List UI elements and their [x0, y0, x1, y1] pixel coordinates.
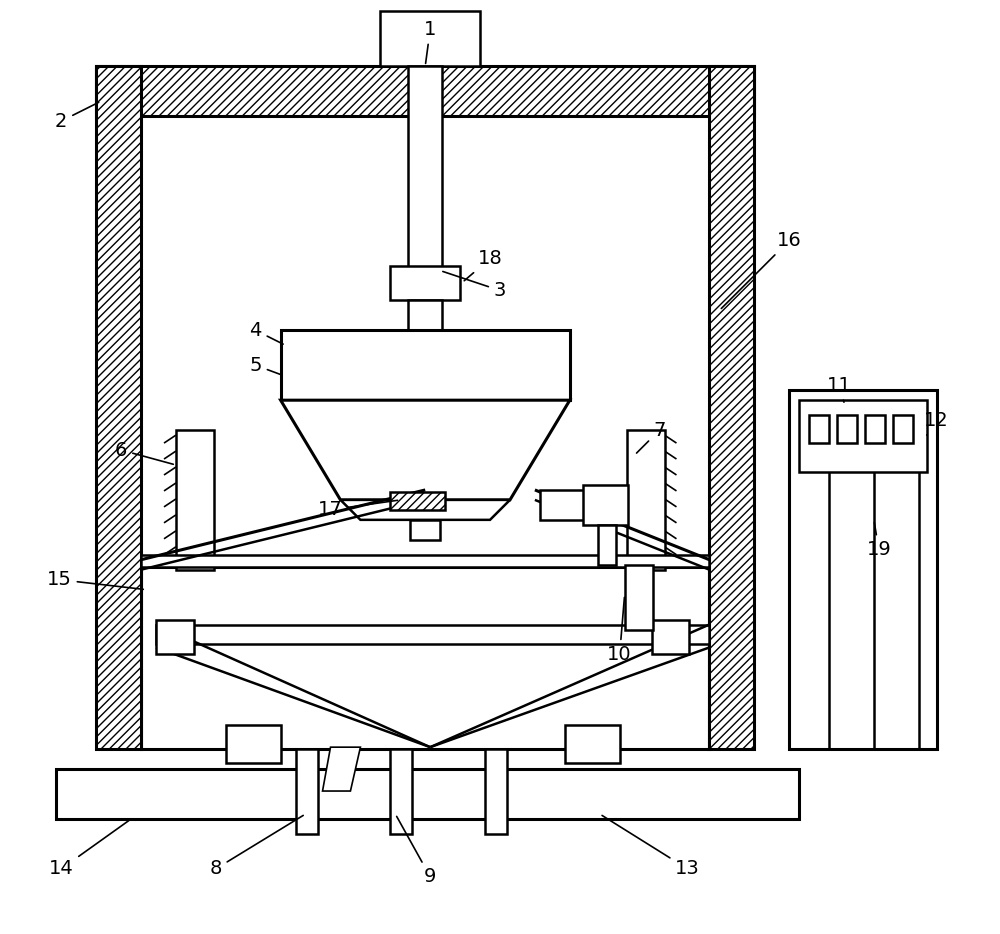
- Bar: [408, 301, 442, 331]
- Text: 5: 5: [249, 356, 280, 375]
- Polygon shape: [410, 520, 440, 540]
- Bar: [583, 485, 628, 525]
- Text: 14: 14: [49, 821, 129, 878]
- Bar: [625, 565, 653, 630]
- Polygon shape: [323, 747, 360, 791]
- Bar: [296, 749, 318, 834]
- Bar: [408, 66, 442, 271]
- Bar: [141, 567, 709, 749]
- Text: 3: 3: [443, 272, 506, 300]
- Bar: [390, 265, 460, 301]
- Bar: [176, 431, 214, 570]
- Text: 13: 13: [602, 815, 700, 878]
- Bar: [156, 619, 194, 655]
- Bar: [709, 66, 754, 749]
- Bar: [380, 11, 480, 66]
- Polygon shape: [281, 400, 570, 500]
- Bar: [865, 415, 885, 443]
- Bar: [598, 525, 616, 565]
- Bar: [893, 415, 913, 443]
- Bar: [809, 415, 829, 443]
- Text: 7: 7: [637, 420, 666, 453]
- Bar: [141, 555, 709, 567]
- Text: 4: 4: [250, 321, 283, 344]
- Polygon shape: [340, 500, 510, 520]
- Text: 11: 11: [827, 375, 851, 403]
- Text: 16: 16: [721, 232, 802, 308]
- Text: 19: 19: [866, 523, 891, 559]
- Bar: [96, 66, 754, 116]
- Bar: [156, 625, 709, 644]
- Text: 8: 8: [210, 815, 303, 878]
- Bar: [390, 492, 445, 510]
- Bar: [281, 331, 570, 400]
- Text: 18: 18: [464, 249, 502, 281]
- Bar: [390, 749, 412, 834]
- Bar: [96, 66, 141, 749]
- Text: 17: 17: [318, 501, 398, 519]
- Bar: [627, 431, 665, 570]
- Text: 15: 15: [47, 570, 143, 589]
- Text: 6: 6: [115, 441, 173, 464]
- Text: 1: 1: [424, 20, 436, 64]
- Text: 12: 12: [924, 411, 949, 435]
- Text: 10: 10: [607, 598, 632, 664]
- Text: 9: 9: [397, 816, 436, 886]
- Bar: [226, 725, 281, 763]
- Bar: [540, 490, 585, 520]
- Bar: [565, 725, 620, 763]
- Bar: [652, 619, 689, 655]
- Bar: [799, 400, 927, 472]
- Bar: [56, 769, 799, 819]
- Text: 2: 2: [55, 103, 99, 131]
- Bar: [485, 749, 507, 834]
- Bar: [789, 390, 937, 749]
- Bar: [837, 415, 857, 443]
